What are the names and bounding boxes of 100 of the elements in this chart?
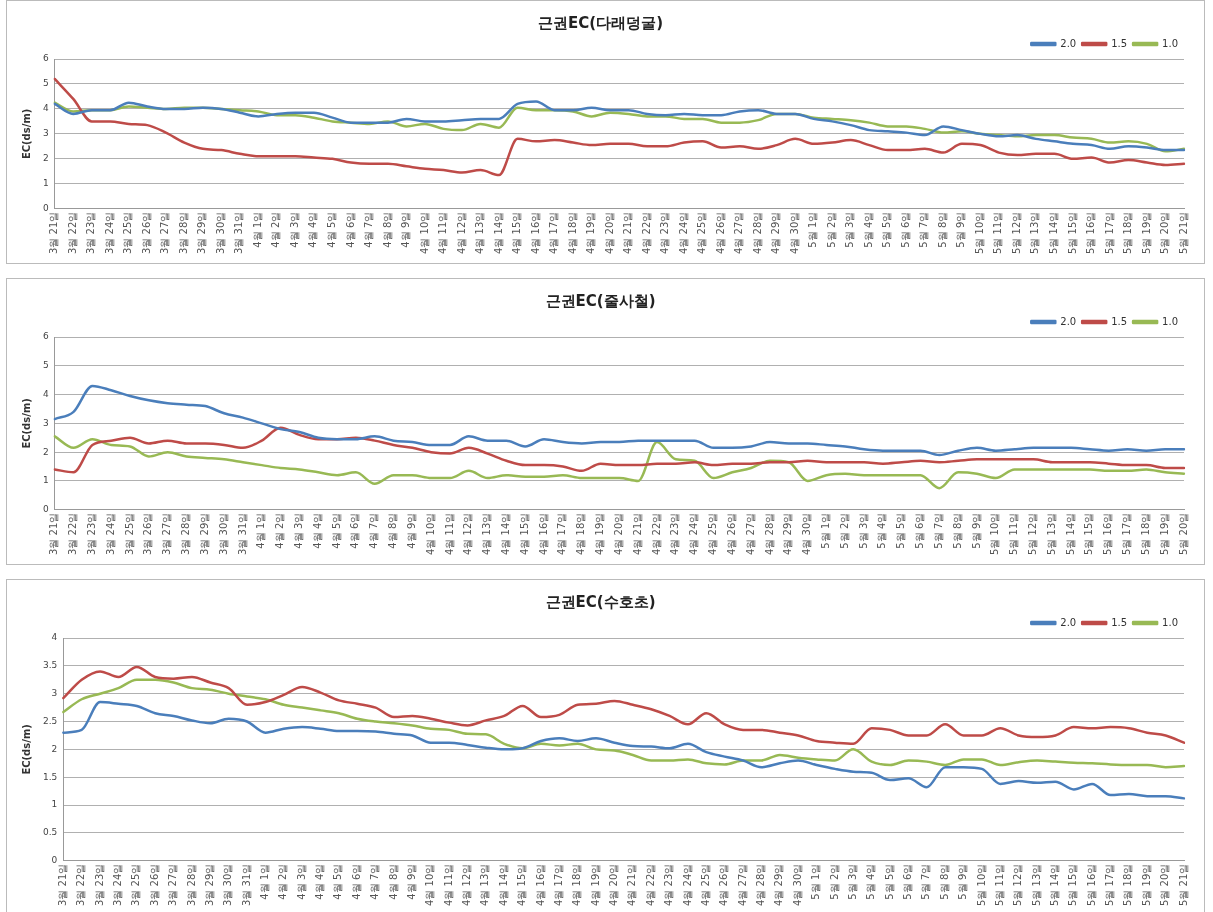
x-tick-label: 3월 25일 — [123, 512, 135, 555]
chart-title: 근권EC(줄사철) — [545, 291, 656, 310]
x-tick-label: 4월 26일 — [714, 211, 726, 254]
x-tick-label: 4월 4일 — [311, 512, 323, 549]
x-tick-label: 4월 19일 — [594, 512, 606, 555]
x-tick-label: 5월 15일 — [1066, 211, 1078, 254]
x-tick-label: 4월 9일 — [405, 512, 417, 549]
x-tick-label: 3월 23일 — [93, 863, 105, 906]
x-tick-label: 5월 5일 — [895, 512, 907, 549]
x-tick-label: 5월 11일 — [993, 863, 1005, 906]
x-tick-label: 3월 31일 — [236, 512, 248, 555]
x-tick-label: 4월 8일 — [387, 512, 399, 549]
x-tick-label: 3월 31일 — [233, 211, 245, 254]
x-tick-label: 4월 7일 — [363, 211, 375, 248]
x-tick-label: 3월 29일 — [196, 211, 208, 254]
x-tick-label: 5월 10일 — [973, 211, 985, 254]
x-tick-label: 4월 10일 — [424, 863, 436, 906]
y-tick-label: 2.5 — [42, 715, 58, 726]
x-tick-label: 4월 23일 — [669, 512, 681, 555]
x-tick-label: 4월 10일 — [424, 512, 436, 555]
x-tick-label: 5월 12일 — [1010, 211, 1022, 254]
x-tick-label: 4월 12일 — [461, 863, 473, 906]
x-tick-label: 3월 26일 — [142, 512, 154, 555]
x-tick-label: 5월 1일 — [819, 512, 831, 549]
x-tick-label: 5월 19일 — [1140, 863, 1152, 906]
x-tick-label: 4월 1일 — [255, 512, 267, 549]
x-tick-label: 5월 14일 — [1048, 863, 1060, 906]
legend-label: 1.5 — [1111, 315, 1128, 327]
line-series — [53, 384, 1186, 457]
x-tick-label: 5월 5일 — [883, 863, 895, 900]
x-tick-label: 4월 3일 — [295, 863, 307, 900]
x-tick-label: 3월 22일 — [66, 211, 78, 254]
x-tick-label: 4월 15일 — [511, 211, 523, 254]
x-tick-label: 4월 26일 — [725, 512, 737, 555]
x-tick-label: 4월 6일 — [350, 863, 362, 900]
x-tick-label: 4월 22일 — [650, 512, 662, 555]
x-tick-label: 3월 24일 — [104, 512, 116, 555]
x-tick-label: 3월 30일 — [214, 211, 226, 254]
x-tick-label: 4월 30일 — [791, 863, 803, 906]
y-axis-title: EC(ds/m) — [20, 724, 32, 775]
legend-label: 2.0 — [1060, 315, 1077, 327]
x-tick-label: 4월 18일 — [571, 863, 583, 906]
x-tick-label: 3월 28일 — [185, 863, 197, 906]
x-tick-label: 3월 23일 — [85, 512, 97, 555]
x-tick-label: 5월 2일 — [828, 863, 840, 900]
x-tick-label: 5월 6일 — [914, 512, 926, 549]
y-tick-label: 1 — [42, 475, 49, 486]
x-tick-label: 5월 14일 — [1048, 211, 1059, 254]
y-tick-label: 2 — [51, 743, 58, 754]
x-tick-label: 4월 5일 — [332, 863, 344, 900]
x-tick-label: 3월 24일 — [103, 211, 115, 254]
x-tick-label: 5월 14일 — [1064, 512, 1076, 555]
x-tick-label: 4월 25일 — [699, 863, 711, 906]
x-tick-label: 5월 2일 — [825, 211, 837, 248]
x-tick-label: 4월 15일 — [516, 863, 528, 906]
x-tick-label: 3월 21일 — [56, 863, 68, 906]
x-tick-label: 4월 14일 — [492, 211, 504, 254]
legend-label: 1.5 — [1111, 37, 1128, 49]
x-tick-label: 4월 17일 — [556, 512, 568, 555]
chart-title: 근권EC(수호초) — [545, 592, 656, 611]
x-tick-label: 5월 7일 — [918, 211, 930, 248]
x-tick-label: 4월 21일 — [622, 211, 634, 254]
x-tick-label: 4월 29일 — [773, 863, 785, 906]
x-tick-label: 4월 28일 — [763, 512, 775, 555]
y-tick-label: 3 — [42, 128, 49, 139]
line-series — [53, 77, 1186, 177]
x-tick-label: 4월 16일 — [537, 512, 549, 555]
x-tick-label: 5월 3일 — [844, 211, 856, 248]
x-tick-label: 5월 16일 — [1085, 211, 1097, 254]
x-tick-label: 5월 18일 — [1139, 512, 1151, 555]
legend-label: 1.0 — [1162, 616, 1178, 628]
x-tick-label: 5월 11일 — [992, 211, 1004, 254]
x-tick-label: 4월 19일 — [589, 863, 601, 906]
x-tick-label: 4월 30일 — [788, 211, 800, 254]
x-tick-label: 5월 13일 — [1030, 863, 1042, 906]
x-tick-label: 4월 3일 — [288, 211, 300, 248]
x-tick-label: 5월 21일 — [1177, 211, 1189, 254]
y-tick-label: 6 — [42, 53, 49, 64]
y-tick-label: 5 — [42, 360, 49, 371]
line-series — [53, 435, 1186, 490]
x-tick-label: 3월 27일 — [167, 863, 179, 906]
x-tick-label: 3월 22일 — [67, 512, 79, 555]
y-tick-label: 2 — [42, 446, 49, 457]
x-tick-label: 4월 27일 — [736, 863, 748, 906]
x-tick-label: 4월 7일 — [368, 512, 380, 549]
x-tick-label: 3월 30일 — [217, 512, 229, 555]
x-tick-label: 4월 14일 — [497, 863, 509, 906]
x-tick-label: 4월 21일 — [631, 512, 643, 555]
x-tick-label: 5월 4일 — [865, 863, 877, 900]
x-tick-label: 4월 25일 — [696, 211, 708, 254]
x-tick-label: 4월 28일 — [751, 211, 763, 254]
x-tick-label: 4월 24일 — [677, 211, 689, 254]
x-tick-label: 3월 29일 — [203, 863, 215, 906]
y-tick-label: 4 — [51, 632, 58, 643]
x-tick-label: 4월 20일 — [603, 211, 615, 254]
x-tick-label: 4월 13일 — [474, 211, 486, 254]
x-tick-label: 5월 4일 — [862, 211, 874, 248]
x-tick-label: 5월 6일 — [899, 211, 911, 248]
x-tick-label: 3월 27일 — [161, 512, 173, 555]
x-tick-label: 5월 17일 — [1121, 512, 1133, 555]
